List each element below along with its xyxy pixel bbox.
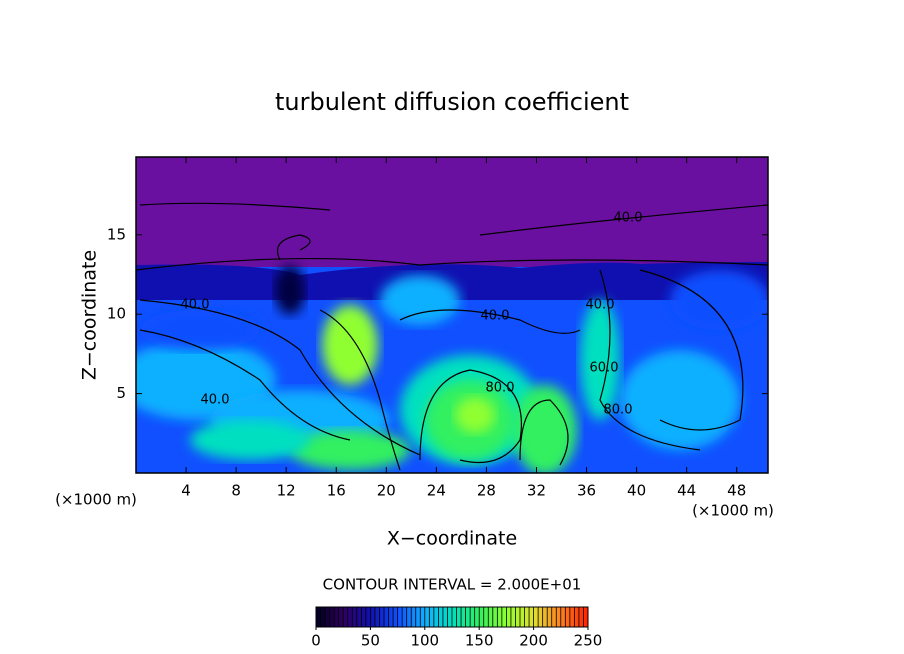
colorbar-tick-label: 50 bbox=[361, 632, 380, 650]
x-tick-label: 40 bbox=[627, 482, 646, 500]
x-tick-label: 48 bbox=[727, 482, 746, 500]
contour-line bbox=[276, 234, 311, 261]
field-blob bbox=[140, 310, 260, 350]
field-blob bbox=[513, 385, 577, 473]
contour-line bbox=[399, 309, 581, 334]
x-unit: (×1000 m) bbox=[692, 502, 774, 520]
x-tick-label: 4 bbox=[181, 482, 191, 500]
contour-label: 80.0 bbox=[486, 381, 515, 396]
contour-label: 40.0 bbox=[181, 298, 210, 313]
x-tick-label: 44 bbox=[677, 482, 696, 500]
x-tick-label: 20 bbox=[377, 482, 396, 500]
y-tick-label: 5 bbox=[116, 384, 126, 402]
y-tick-label: 10 bbox=[107, 305, 126, 323]
contour-label: 60.0 bbox=[590, 361, 619, 376]
contour-line bbox=[479, 204, 768, 236]
colorbar-tick-label: 250 bbox=[574, 632, 603, 650]
contour-interval: CONTOUR INTERVAL = 2.000E+01 bbox=[323, 576, 582, 594]
x-tick-label: 28 bbox=[477, 482, 496, 500]
field-blob bbox=[455, 397, 495, 433]
colorbar-tick-label: 200 bbox=[519, 632, 548, 650]
x-tick-label: 36 bbox=[577, 482, 596, 500]
contour-line bbox=[136, 257, 768, 271]
x-unit: (×1000 m) bbox=[55, 491, 137, 509]
field-blob bbox=[322, 305, 378, 385]
x-tick-label: 12 bbox=[277, 482, 296, 500]
chart-title: turbulent diffusion coefficient bbox=[275, 88, 629, 116]
x-tick-label: 24 bbox=[427, 482, 446, 500]
x-tick-label: 8 bbox=[231, 482, 241, 500]
field-blob bbox=[275, 265, 305, 315]
contour-label: 40.0 bbox=[481, 309, 510, 324]
y-axis-label: Z−coordinate bbox=[79, 250, 101, 380]
contour-line bbox=[599, 269, 701, 451]
field-blob bbox=[290, 430, 410, 470]
contour-label: 40.0 bbox=[201, 393, 230, 408]
contour-line bbox=[319, 309, 401, 471]
field bbox=[136, 157, 768, 473]
colorbar-tick-label: 100 bbox=[410, 632, 439, 650]
colorbar-tick-label: 150 bbox=[465, 632, 494, 650]
field-blob bbox=[620, 350, 740, 450]
contour-line bbox=[519, 399, 569, 466]
colorbar-tick-label: 0 bbox=[311, 632, 321, 650]
contour-line bbox=[139, 329, 351, 441]
y-tick-label: 15 bbox=[107, 225, 126, 243]
contour-line bbox=[419, 369, 522, 464]
field-blob bbox=[190, 420, 310, 460]
contour-label: 80.0 bbox=[604, 403, 633, 418]
contour-line bbox=[139, 299, 421, 456]
field-blob bbox=[380, 275, 460, 325]
contour-label: 40.0 bbox=[586, 298, 615, 313]
plot-frame bbox=[135, 156, 769, 474]
upper-layer bbox=[136, 157, 768, 267]
contour-line bbox=[639, 269, 744, 431]
x-tick-label: 16 bbox=[327, 482, 346, 500]
field-blob bbox=[670, 270, 768, 330]
contour-line bbox=[139, 202, 331, 211]
x-axis-label: X−coordinate bbox=[387, 528, 517, 550]
contour-label: 40.0 bbox=[614, 211, 643, 226]
x-tick-label: 32 bbox=[527, 482, 546, 500]
